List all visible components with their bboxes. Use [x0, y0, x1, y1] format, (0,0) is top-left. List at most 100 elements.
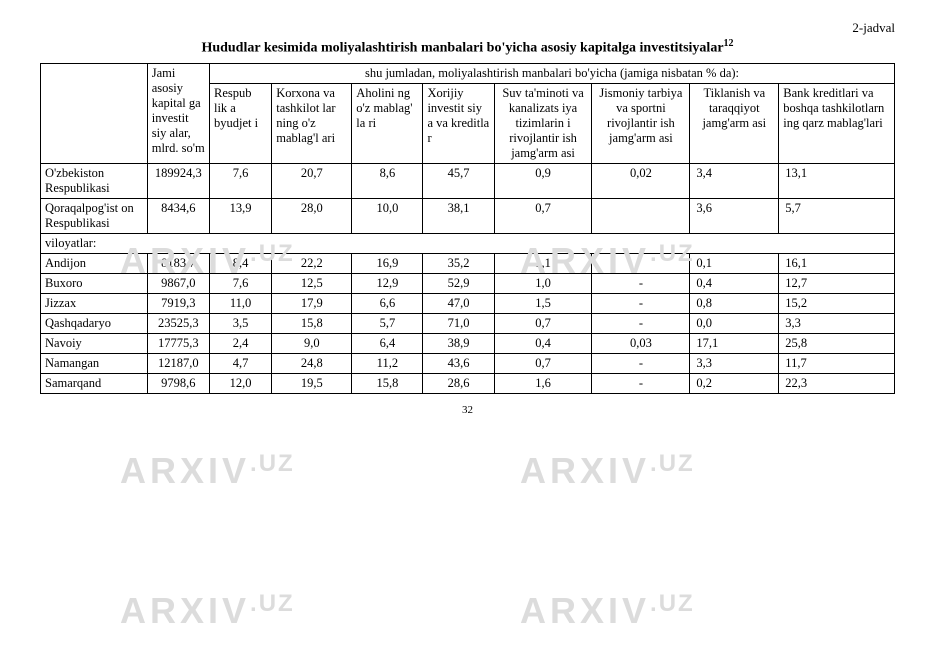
th-sub-4: Suv ta'minoti va kanalizats iya tizimlar… [494, 83, 592, 163]
table-label: 2-jadval [40, 20, 895, 36]
cell-value: 71,0 [423, 313, 494, 333]
cell-value: 15,2 [779, 293, 895, 313]
cell-value: 22,2 [272, 253, 352, 273]
cell-value: 19,5 [272, 373, 352, 393]
cell-region-name: Qashqadaryo [41, 313, 148, 333]
cell-value: 13,1 [779, 163, 895, 198]
cell-value: 0,7 [494, 313, 592, 333]
cell-value: 9,0 [272, 333, 352, 353]
cell-value: 10,0 [352, 198, 423, 233]
watermark: ARXIV.UZ [120, 590, 295, 632]
table-row: Namangan12187,04,724,811,243,60,7-3,311,… [41, 353, 895, 373]
cell-value: 7,6 [209, 273, 271, 293]
cell-value: 1,1 [494, 253, 592, 273]
investments-table: Jami asosiy kapital ga investit siy alar… [40, 63, 895, 394]
cell-value: 1,5 [494, 293, 592, 313]
table-row: Buxoro9867,07,612,512,952,91,0-0,412,7 [41, 273, 895, 293]
cell-value: 13,9 [209, 198, 271, 233]
cell-jami: 8434,6 [147, 198, 209, 233]
cell-value: - [592, 293, 690, 313]
th-sub-2: Aholini ng o'z mablag' la ri [352, 83, 423, 163]
th-sub-3: Xorijiy investit siy a va kreditla r [423, 83, 494, 163]
cell-value: - [592, 273, 690, 293]
tbody-top: O'zbekiston Respublikasi189924,37,620,78… [41, 163, 895, 233]
cell-value: 47,0 [423, 293, 494, 313]
cell-value: 12,7 [779, 273, 895, 293]
th-sub-1: Korxona va tashkilot lar ning o'z mablag… [272, 83, 352, 163]
cell-value: 3,3 [779, 313, 895, 333]
th-blank [41, 63, 148, 163]
page-title: Hududlar kesimida moliyalashtirish manba… [40, 38, 895, 57]
cell-value: 15,8 [272, 313, 352, 333]
cell-value: 0,2 [690, 373, 779, 393]
page-number: 32 [40, 404, 895, 416]
cell-value: 43,6 [423, 353, 494, 373]
cell-region-name: Buxoro [41, 273, 148, 293]
th-sub-7: Bank kreditlari va boshqa tashkilotlarn … [779, 83, 895, 163]
cell-value: 0,7 [494, 353, 592, 373]
cell-value: 1,6 [494, 373, 592, 393]
cell-value: 0,9 [494, 163, 592, 198]
cell-region-name: Namangan [41, 353, 148, 373]
cell-value: 11,0 [209, 293, 271, 313]
th-sub-0: Respub lik a byudjet i [209, 83, 271, 163]
cell-jami: 8183,7 [147, 253, 209, 273]
cell-jami: 17775,3 [147, 333, 209, 353]
watermark: ARXIV.UZ [520, 590, 695, 632]
cell-value: 25,8 [779, 333, 895, 353]
cell-value: 0,03 [592, 333, 690, 353]
cell-value: 3,3 [690, 353, 779, 373]
cell-value: 20,7 [272, 163, 352, 198]
table-row: Qoraqalpog'ist on Respublikasi8434,613,9… [41, 198, 895, 233]
cell-value: 38,9 [423, 333, 494, 353]
cell-value: - [592, 353, 690, 373]
table-row: Andijon8183,78,422,216,935,21,10,116,1 [41, 253, 895, 273]
watermark: ARXIV.UZ [520, 450, 695, 492]
cell-value: 7,6 [209, 163, 271, 198]
table-row: O'zbekiston Respublikasi189924,37,620,78… [41, 163, 895, 198]
table-row: Jizzax7919,311,017,96,647,01,5-0,815,2 [41, 293, 895, 313]
cell-region-name: Samarqand [41, 373, 148, 393]
table-row: Qashqadaryo23525,33,515,85,771,00,7-0,03… [41, 313, 895, 333]
watermark: ARXIV.UZ [120, 450, 295, 492]
cell-value: 22,3 [779, 373, 895, 393]
cell-value: 5,7 [779, 198, 895, 233]
cell-jami: 189924,3 [147, 163, 209, 198]
cell-value: 0,0 [690, 313, 779, 333]
cell-value: 5,7 [352, 313, 423, 333]
cell-value: 8,6 [352, 163, 423, 198]
cell-value: 11,2 [352, 353, 423, 373]
cell-value: 3,5 [209, 313, 271, 333]
cell-value: 35,2 [423, 253, 494, 273]
cell-value: - [592, 313, 690, 333]
cell-value: 16,9 [352, 253, 423, 273]
cell-region-name: Andijon [41, 253, 148, 273]
cell-value: 6,4 [352, 333, 423, 353]
cell-value: 8,4 [209, 253, 271, 273]
cell-value: 12,9 [352, 273, 423, 293]
cell-value: 28,0 [272, 198, 352, 233]
cell-value: 6,6 [352, 293, 423, 313]
section-label: viloyatlar: [41, 233, 895, 253]
cell-value: - [592, 373, 690, 393]
cell-value: 3,6 [690, 198, 779, 233]
cell-value [592, 253, 690, 273]
tbody-section: viloyatlar: [41, 233, 895, 253]
cell-value: 12,5 [272, 273, 352, 293]
cell-jami: 23525,3 [147, 313, 209, 333]
table-row: Navoiy17775,32,49,06,438,90,40,0317,125,… [41, 333, 895, 353]
cell-value [592, 198, 690, 233]
cell-value: 0,7 [494, 198, 592, 233]
cell-value: 0,4 [690, 273, 779, 293]
cell-value: 0,4 [494, 333, 592, 353]
cell-jami: 9798,6 [147, 373, 209, 393]
tbody-bottom: Andijon8183,78,422,216,935,21,10,116,1Bu… [41, 253, 895, 393]
cell-value: 15,8 [352, 373, 423, 393]
th-jami: Jami asosiy kapital ga investit siy alar… [147, 63, 209, 163]
cell-jami: 7919,3 [147, 293, 209, 313]
th-sub-6: Tiklanish va taraqqiyot jamg'arm asi [690, 83, 779, 163]
table-header: Jami asosiy kapital ga investit siy alar… [41, 63, 895, 163]
section-row: viloyatlar: [41, 233, 895, 253]
cell-value: 12,0 [209, 373, 271, 393]
cell-value: 0,02 [592, 163, 690, 198]
